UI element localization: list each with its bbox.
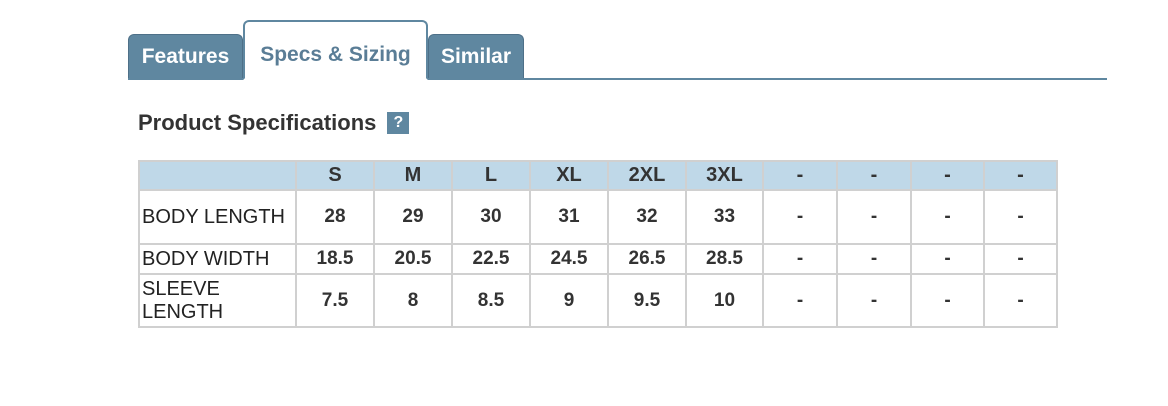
table-cell: - <box>762 273 838 328</box>
table-cell: 18.5 <box>295 243 375 275</box>
column-header: L <box>451 160 531 191</box>
tab[interactable]: Specs & Sizing <box>243 20 428 80</box>
column-header: - <box>983 160 1058 191</box>
table-cell: - <box>762 243 838 275</box>
corner-cell <box>138 160 297 191</box>
table-cell: 7.5 <box>295 273 375 328</box>
table-cell: 32 <box>607 189 687 245</box>
column-header: XL <box>529 160 609 191</box>
table-cell: - <box>910 189 985 245</box>
table-row: BODY LENGTH 28 29 30 31 32 33- - - - <box>138 189 1058 245</box>
tab[interactable]: Similar <box>428 34 524 78</box>
column-header: - <box>910 160 985 191</box>
table-cell: 28.5 <box>685 243 764 275</box>
table-cell: 20.5 <box>373 243 453 275</box>
column-header: S <box>295 160 375 191</box>
column-header: - <box>836 160 912 191</box>
table-cell: 30 <box>451 189 531 245</box>
table-cell: 8.5 <box>451 273 531 328</box>
table-cell: 10 <box>685 273 764 328</box>
section-title: Product Specifications <box>138 110 377 135</box>
table-cell: 29 <box>373 189 453 245</box>
column-header: - <box>762 160 838 191</box>
column-header: 2XL <box>607 160 687 191</box>
table-cell: - <box>836 243 912 275</box>
row-label: BODY LENGTH <box>138 189 297 245</box>
tab[interactable]: Features <box>128 34 243 78</box>
column-header: 3XL <box>685 160 764 191</box>
section-heading: Product Specifications ? <box>138 110 410 136</box>
tab-bar: Features Specs & Sizing Similar <box>128 20 1107 80</box>
table-cell: 8 <box>373 273 453 328</box>
table-cell: 33 <box>685 189 764 245</box>
table-cell: 9.5 <box>607 273 687 328</box>
table-cell: 24.5 <box>529 243 609 275</box>
spec-table: S M L XL 2XL 3XL - - - - BODY LENGTH 28 29 30 31 32 33-… <box>138 160 1058 328</box>
table-cell: 26.5 <box>607 243 687 275</box>
table-cell: - <box>983 243 1058 275</box>
table-cell: - <box>910 243 985 275</box>
table-cell: 9 <box>529 273 609 328</box>
table-cell: 31 <box>529 189 609 245</box>
table-cell: - <box>910 273 985 328</box>
table-cell: - <box>983 273 1058 328</box>
table-cell: - <box>983 189 1058 245</box>
table-cell: - <box>836 273 912 328</box>
table-cell: - <box>762 189 838 245</box>
table-row: BODY WIDTH 18.5 20.5 22.5 24.5 26.5 28.5- - - - <box>138 243 1058 275</box>
help-button[interactable]: ? <box>387 112 410 134</box>
row-label: BODY WIDTH <box>138 243 297 275</box>
table-row: SLEEVE LENGTH 7.5 8 8.5 9 9.5 10- - - - <box>138 273 1058 328</box>
table-cell: - <box>836 189 912 245</box>
column-header: M <box>373 160 453 191</box>
table-cell: 28 <box>295 189 375 245</box>
row-label: SLEEVE LENGTH <box>138 273 297 328</box>
header-row: S M L XL 2XL 3XL - - - - <box>138 160 1058 191</box>
table-cell: 22.5 <box>451 243 531 275</box>
